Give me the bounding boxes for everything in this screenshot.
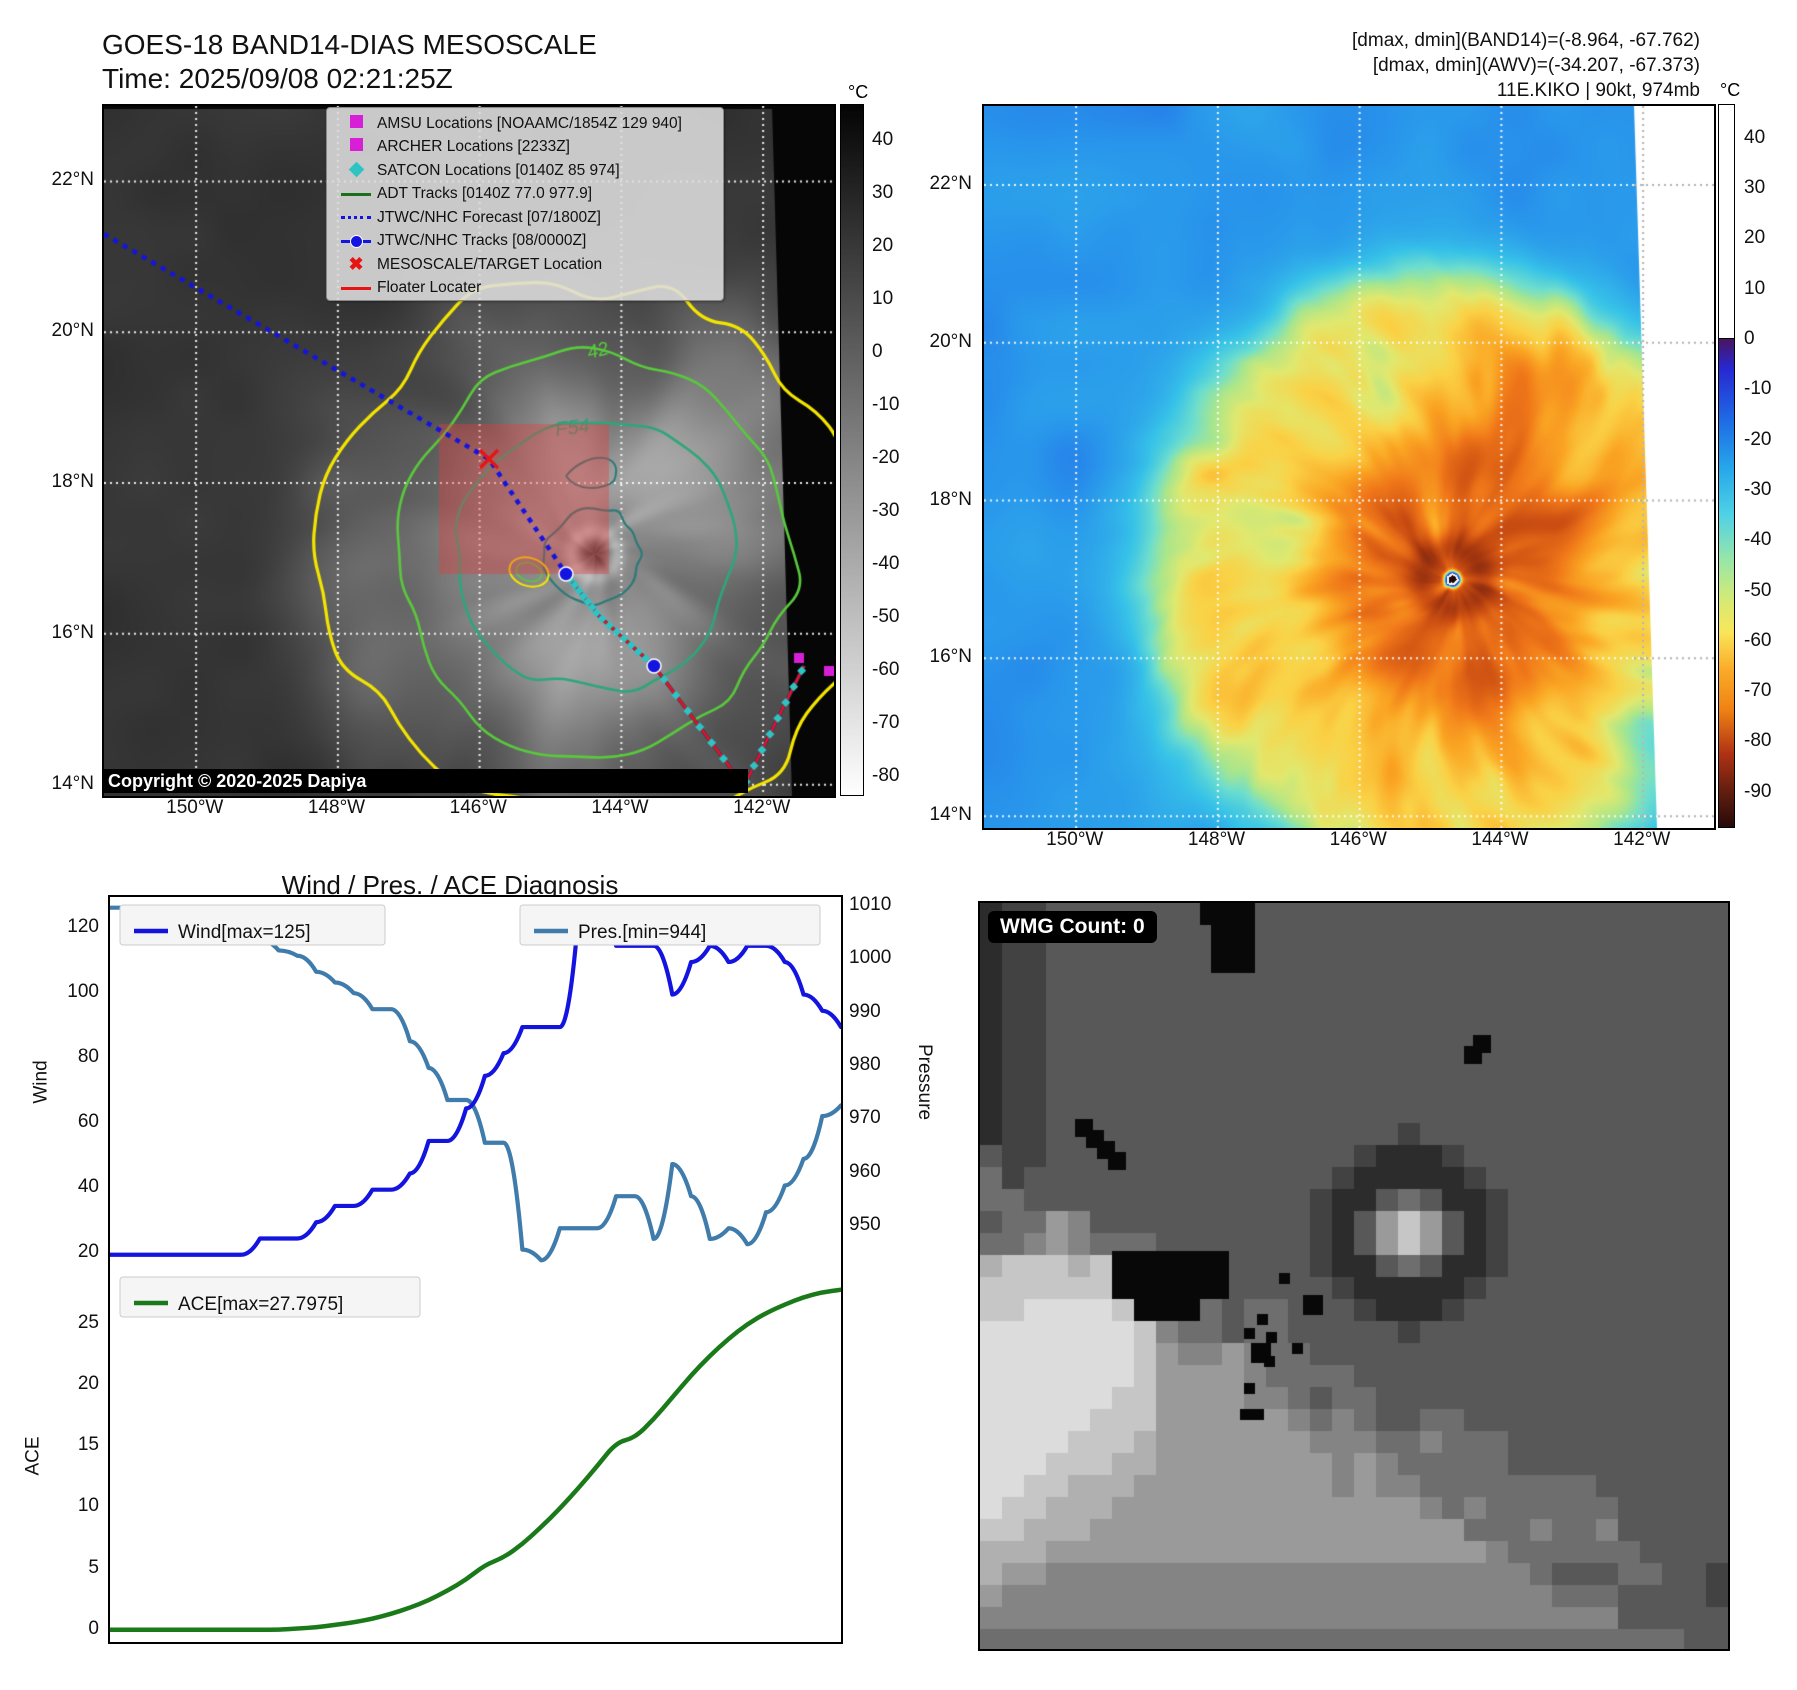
svg-text:Pres.[min=944]: Pres.[min=944] [578, 922, 706, 943]
svg-text:ACE[max=27.7975]: ACE[max=27.7975] [178, 1294, 343, 1315]
svg-text:Wind[max=125]: Wind[max=125] [178, 922, 311, 943]
